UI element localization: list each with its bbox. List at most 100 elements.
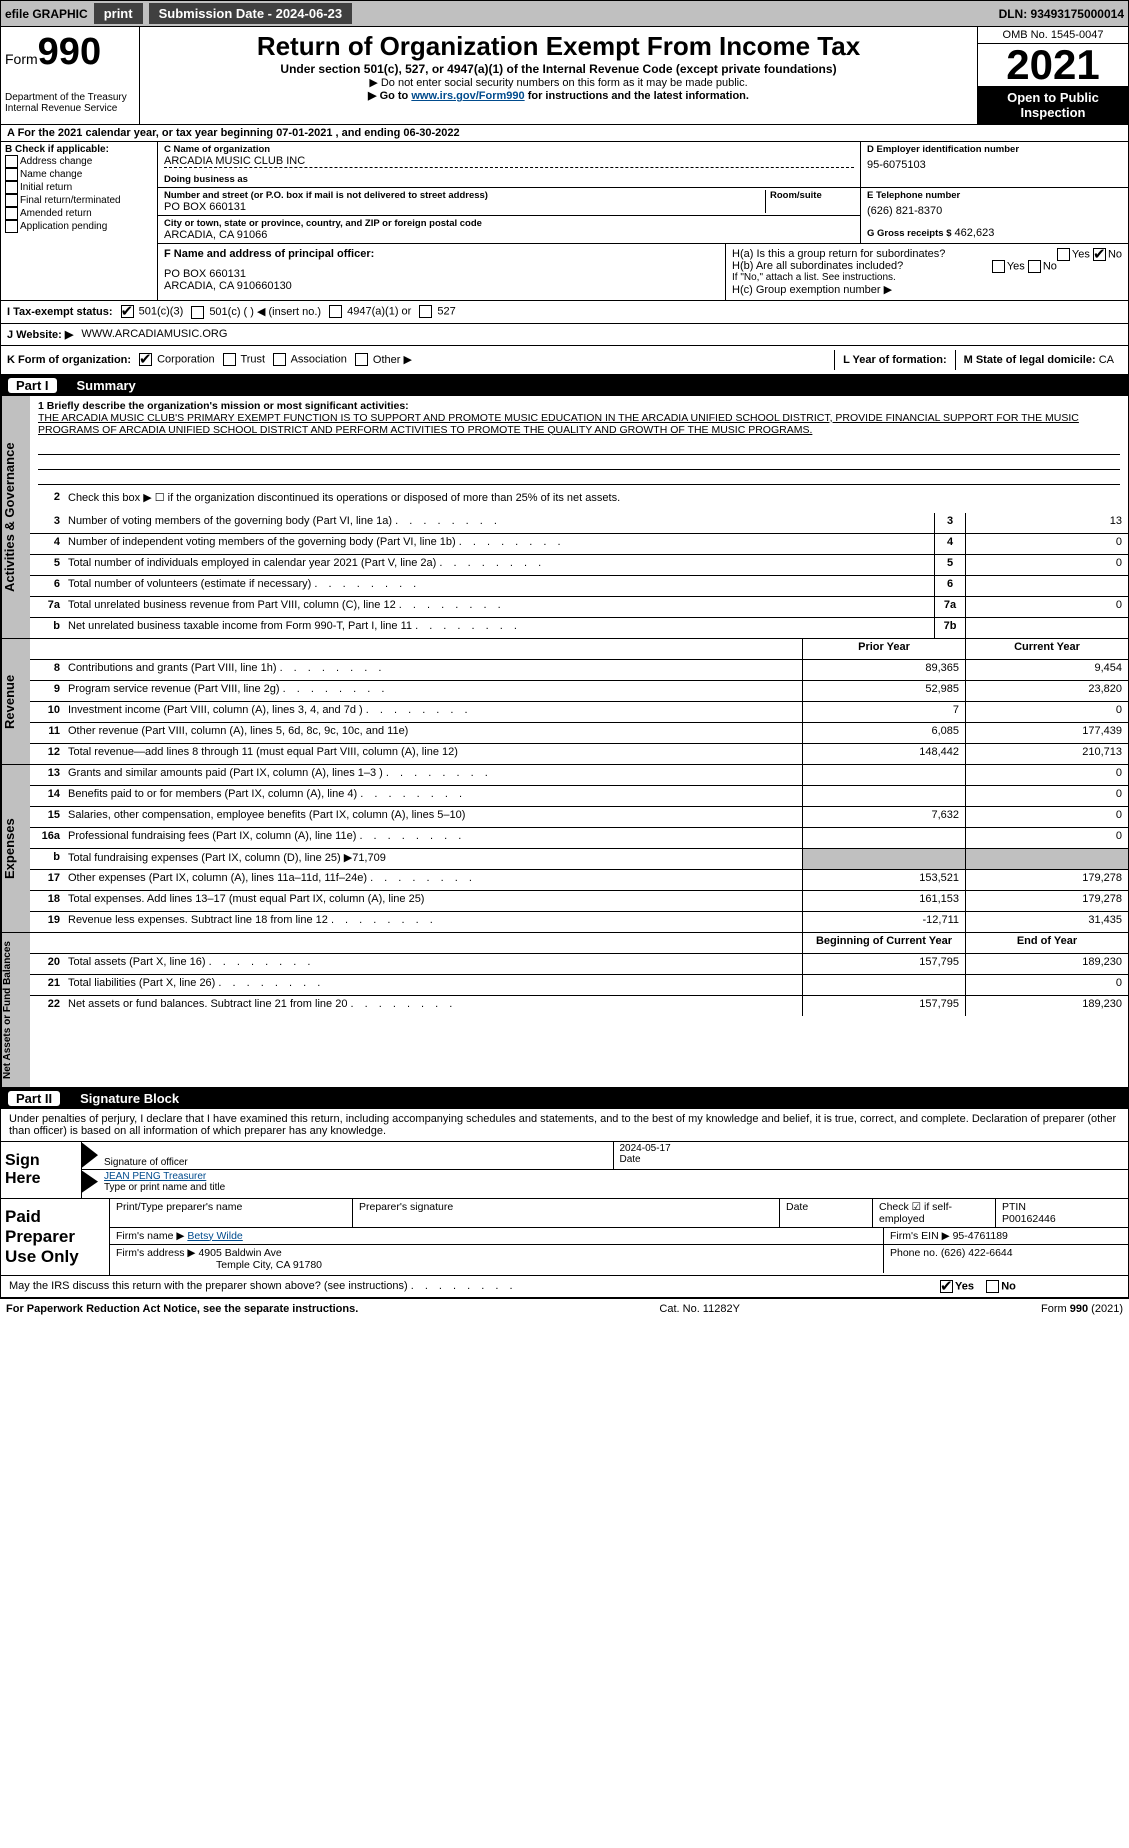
- subtitle-ssn: ▶ Do not enter social security numbers o…: [150, 76, 967, 89]
- irs-link[interactable]: www.irs.gov/Form990: [411, 90, 524, 102]
- row-a-period: A For the 2021 calendar year, or tax yea…: [0, 125, 1129, 142]
- subtitle-goto: ▶ Go to www.irs.gov/Form990 for instruct…: [150, 89, 967, 102]
- ein-val: 95-6075103: [867, 159, 1122, 171]
- may-no-chk[interactable]: [986, 1280, 999, 1293]
- chk-application[interactable]: Application pending: [5, 220, 153, 233]
- l15d: Salaries, other compensation, employee b…: [68, 809, 465, 821]
- ein-lbl: D Employer identification number: [867, 144, 1122, 155]
- chk-initial[interactable]: Initial return: [5, 181, 153, 194]
- sig-officer-cell: Signature of officer: [98, 1142, 614, 1169]
- chk-assoc[interactable]: Association: [273, 353, 347, 366]
- p-date-lbl: Date: [780, 1199, 873, 1227]
- line2: 2 Check this box ▶ ☐ if the organization…: [30, 485, 1128, 513]
- l3v: 13: [965, 513, 1128, 533]
- ha-yes-chk[interactable]: [1057, 248, 1070, 261]
- ha-row: H(a) Is this a group return for subordin…: [732, 248, 1122, 260]
- firm-addr2: Temple City, CA 91780: [216, 1259, 322, 1271]
- d17: . . . . . . . .: [370, 872, 476, 884]
- l8p: 89,365: [802, 660, 965, 680]
- l14c: 0: [965, 786, 1128, 806]
- l22c: 189,230: [965, 996, 1128, 1016]
- firm-ein-val: 95-4761189: [953, 1230, 1008, 1242]
- revenue-block: Revenue Prior YearCurrent Year 8Contribu…: [1, 638, 1128, 764]
- phone-val: (626) 821-8370: [867, 205, 1122, 217]
- hb-yesno: Yes No: [992, 260, 1057, 273]
- l20p: 157,795: [802, 954, 965, 974]
- d10: . . . . . . . .: [366, 704, 472, 716]
- vtab-rev: Revenue: [1, 639, 30, 764]
- a1-lbl: 4947(a)(1) or: [347, 306, 411, 318]
- typed-name-lbl: Type or print name and title: [104, 1182, 1122, 1193]
- l18d: Total expenses. Add lines 13–17 (must eq…: [68, 893, 424, 905]
- ha-no-chk[interactable]: [1093, 248, 1106, 261]
- hb-no-chk[interactable]: [1028, 260, 1041, 273]
- line13: 13Grants and similar amounts paid (Part …: [30, 765, 1128, 785]
- officer-lbl: F Name and address of principal officer:: [164, 248, 719, 260]
- l11d: Other revenue (Part VIII, column (A), li…: [68, 725, 408, 737]
- irs-label: Internal Revenue Service: [5, 103, 135, 114]
- chk-527[interactable]: 527: [419, 305, 455, 318]
- l20c: 189,230: [965, 954, 1128, 974]
- line18: 18Total expenses. Add lines 13–17 (must …: [30, 890, 1128, 911]
- col-b-checkboxes: B Check if applicable: Address change Na…: [1, 142, 158, 300]
- line7b: bNet unrelated business taxable income f…: [30, 617, 1128, 638]
- hb-yes-chk[interactable]: [992, 260, 1005, 273]
- p-name-lbl: Print/Type preparer's name: [110, 1199, 353, 1227]
- chk-final-lbl: Final return/terminated: [20, 195, 121, 206]
- typed-name-val[interactable]: JEAN PENG Treasurer: [104, 1171, 206, 1182]
- end-hdr: End of Year: [965, 933, 1128, 953]
- chk-501c[interactable]: 501(c) ( ) ◀ (insert no.): [191, 305, 321, 319]
- firm-name-val[interactable]: Betsy Wilde: [187, 1230, 242, 1242]
- city-val: ARCADIA, CA 91066: [164, 229, 854, 241]
- prep-row2: Firm's name ▶ Betsy Wilde Firm's EIN ▶ 9…: [110, 1227, 1128, 1244]
- chk-trust[interactable]: Trust: [223, 353, 266, 366]
- print-button[interactable]: print: [94, 3, 143, 24]
- cat-no: Cat. No. 11282Y: [659, 1303, 740, 1315]
- ptin-lbl: PTIN: [1002, 1201, 1026, 1213]
- line12: 12Total revenue—add lines 8 through 11 (…: [30, 743, 1128, 764]
- prep-row1: Print/Type preparer's name Preparer's si…: [110, 1199, 1128, 1227]
- officer-group-row: F Name and address of principal officer:…: [158, 243, 1128, 300]
- corp-lbl: Corporation: [157, 354, 214, 366]
- website-row: J Website: ▶ WWW.ARCADIAMUSIC.ORG: [0, 324, 1129, 346]
- l19d: Revenue less expenses. Subtract line 18 …: [68, 914, 328, 926]
- sign-here-lbl: Sign Here: [1, 1142, 82, 1198]
- chk-name[interactable]: Name change: [5, 168, 153, 181]
- assoc-lbl: Association: [291, 354, 347, 366]
- curr-hdr: Current Year: [965, 639, 1128, 659]
- phone-receipts-box: E Telephone number (626) 821-8370 G Gros…: [861, 188, 1128, 243]
- l21p: [802, 975, 965, 995]
- l16bc: [965, 849, 1128, 869]
- chk-corp[interactable]: Corporation: [139, 353, 215, 366]
- chk-other[interactable]: Other ▶: [355, 353, 412, 367]
- line1-lbl: 1 Briefly describe the organization's mi…: [38, 400, 409, 412]
- chk-final[interactable]: Final return/terminated: [5, 194, 153, 207]
- l13c: 0: [965, 765, 1128, 785]
- s527-lbl: 527: [437, 306, 455, 318]
- may-yes-chk[interactable]: [940, 1280, 953, 1293]
- chk-amended-lbl: Amended return: [20, 208, 92, 219]
- hc-row: H(c) Group exemption number ▶: [732, 283, 1122, 296]
- mission-box: 1 Briefly describe the organization's mi…: [30, 396, 1128, 440]
- netassets-block: Net Assets or Fund Balances Beginning of…: [1, 932, 1128, 1087]
- l20d: Total assets (Part X, line 16): [68, 956, 206, 968]
- l15c: 0: [965, 807, 1128, 827]
- street-val: PO BOX 660131: [164, 201, 765, 213]
- sig-officer-line: Signature of officer 2024-05-17 Date: [82, 1142, 1128, 1169]
- l19p: -12,711: [802, 912, 965, 932]
- dln-label: DLN: 93493175000014: [999, 7, 1124, 21]
- chk-501c3[interactable]: 501(c)(3): [121, 305, 184, 318]
- chk-4947[interactable]: 4947(a)(1) or: [329, 305, 411, 318]
- p-check-lbl: Check ☑ if self-employed: [873, 1199, 996, 1227]
- d7b: . . . . . . . .: [415, 620, 521, 632]
- prep-right: Print/Type preparer's name Preparer's si…: [110, 1199, 1128, 1275]
- submission-date-button[interactable]: Submission Date - 2024-06-23: [149, 3, 353, 24]
- d8: . . . . . . . .: [280, 662, 386, 674]
- chk-address[interactable]: Address change: [5, 155, 153, 168]
- open-inspection: Open to Public Inspection: [978, 86, 1128, 124]
- l11p: 6,085: [802, 723, 965, 743]
- chk-amended[interactable]: Amended return: [5, 207, 153, 220]
- blank1: [38, 440, 1120, 455]
- firm-phone-cell: Phone no. (626) 422-6644: [884, 1245, 1128, 1273]
- firm-addr1: 4905 Baldwin Ave: [198, 1247, 281, 1259]
